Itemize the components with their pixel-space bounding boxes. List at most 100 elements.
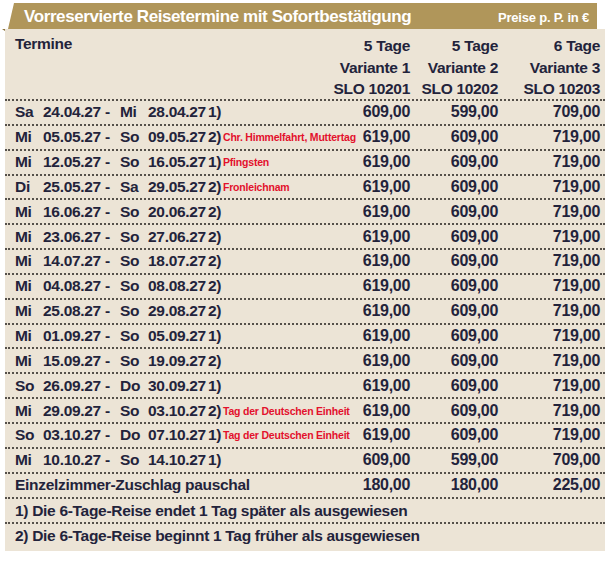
range-separator: - [105, 302, 120, 320]
weekday-end: So [120, 402, 148, 420]
rows-container: Sa 24.04.27 - Mi 28.04.27 1) 609,00 599,… [5, 99, 605, 472]
footnote-2: 2) Die 6-Tage-Reise beginnt 1 Tag früher… [5, 522, 605, 547]
price-variant-2: 599,00 [410, 451, 498, 469]
weekday-start: Sa [15, 103, 43, 121]
table-row: Mi 25.08.27 - So 29.08.27 2) 619,00 609,… [5, 298, 605, 323]
termine-cell: Sa 24.04.27 - Mi 28.04.27 1) [5, 103, 320, 121]
price-variant-1: 619,00 [320, 252, 410, 270]
column-header-termine: Termine [5, 35, 320, 53]
weekday-start: Mi [15, 252, 43, 270]
column-header-variant-3: 6 Tage Variante 3 SLO 10203 [498, 35, 600, 100]
date-end: 05.09.27 [148, 327, 208, 345]
date-start: 16.06.27 [43, 203, 105, 221]
table-row: Mi 14.07.27 - So 18.07.27 2) 619,00 609,… [5, 248, 605, 273]
weekday-start: Di [15, 178, 43, 196]
footnote-marker: 2) [208, 203, 320, 221]
weekday-end: So [120, 352, 148, 370]
weekday-start: Mi [15, 153, 43, 171]
date-start: 25.08.27 [43, 302, 105, 320]
weekday-start: Mi [15, 203, 43, 221]
date-end: 30.09.27 [148, 377, 208, 395]
holiday-note: Fronleichnam [223, 181, 289, 193]
date-start: 05.05.27 [43, 128, 105, 146]
weekday-start: Mi [15, 402, 43, 420]
weekday-end: So [120, 203, 148, 221]
date-end: 03.10.27 [148, 402, 208, 420]
surcharge-price-variant-1: 180,00 [320, 476, 410, 494]
surcharge-price-variant-2: 180,00 [410, 476, 498, 494]
price-variant-3: 719,00 [498, 277, 600, 295]
weekday-end: So [120, 128, 148, 146]
price-variant-1: 619,00 [320, 327, 410, 345]
date-start: 14.07.27 [43, 252, 105, 270]
price-variant-3: 709,00 [498, 451, 600, 469]
price-variant-2: 609,00 [410, 277, 498, 295]
price-variant-1: 619,00 [320, 277, 410, 295]
date-start: 12.05.27 [43, 153, 105, 171]
termine-cell: Mi 16.06.27 - So 20.06.27 2) [5, 203, 320, 221]
date-end: 27.06.27 [148, 228, 208, 246]
range-separator: - [105, 153, 120, 171]
range-separator: - [105, 377, 120, 395]
price-variant-1: 609,00 [320, 451, 410, 469]
date-end: 09.05.27 [148, 128, 208, 146]
termine-cell: Mi 29.09.27 - So 03.10.27 2) Tag der Deu… [5, 402, 320, 420]
price-variant-3: 719,00 [498, 178, 600, 196]
column-header-variant-1: 5 Tage Variante 1 SLO 10201 [320, 35, 410, 100]
footnote-marker: 1) [208, 451, 320, 469]
table-row: Mi 12.05.27 - So 16.05.27 1) Pfingsten 6… [5, 149, 605, 174]
date-end: 08.08.27 [148, 277, 208, 295]
variant-name: Variante 3 [498, 57, 600, 79]
holiday-note: Tag der Deutschen Einheit [223, 429, 350, 441]
weekday-end: So [120, 277, 148, 295]
date-end: 20.06.27 [148, 203, 208, 221]
range-separator: - [105, 402, 120, 420]
price-variant-2: 609,00 [410, 128, 498, 146]
termine-cell: Mi 05.05.27 - So 09.05.27 2) Chr. Himmel… [5, 128, 320, 146]
weekday-end: Sa [120, 178, 148, 196]
price-variant-1: 619,00 [320, 228, 410, 246]
price-variant-3: 719,00 [498, 302, 600, 320]
range-separator: - [105, 451, 120, 469]
date-start: 01.09.27 [43, 327, 105, 345]
date-start: 24.04.27 [43, 103, 105, 121]
weekday-end: Do [120, 377, 148, 395]
price-variant-1: 619,00 [320, 178, 410, 196]
table-row: Mi 10.10.27 - So 14.10.27 1) 609,00 599,… [5, 447, 605, 472]
date-start: 03.10.27 [43, 426, 105, 444]
range-separator: - [105, 277, 120, 295]
price-variant-1: 609,00 [320, 103, 410, 121]
range-separator: - [105, 327, 120, 345]
termine-cell: Mi 25.08.27 - So 29.08.27 2) [5, 302, 320, 320]
table-row: Di 25.05.27 - Sa 29.05.27 2) Fronleichna… [5, 174, 605, 199]
footnote-marker: 2) [208, 277, 320, 295]
price-variant-2: 609,00 [410, 352, 498, 370]
date-end: 14.10.27 [148, 451, 208, 469]
price-variant-3: 719,00 [498, 228, 600, 246]
footnote-marker: 2) [208, 352, 320, 370]
price-variant-2: 609,00 [410, 327, 498, 345]
termine-cell: Mi 10.10.27 - So 14.10.27 1) [5, 451, 320, 469]
variant-name: Variante 2 [410, 57, 498, 79]
date-start: 26.09.27 [43, 377, 105, 395]
table-row: So 26.09.27 - Do 30.09.27 1) 619,00 609,… [5, 372, 605, 397]
price-variant-2: 609,00 [410, 426, 498, 444]
weekday-start: Mi [15, 277, 43, 295]
price-variant-3: 719,00 [498, 352, 600, 370]
price-variant-2: 609,00 [410, 153, 498, 171]
price-variant-3: 719,00 [498, 377, 600, 395]
price-variant-2: 609,00 [410, 302, 498, 320]
variant-duration: 5 Tage [410, 35, 498, 57]
range-separator: - [105, 203, 120, 221]
termine-cell: Mi 14.07.27 - So 18.07.27 2) [5, 252, 320, 270]
weekday-start: Mi [15, 327, 43, 345]
table-row: Mi 15.09.27 - So 19.09.27 2) 619,00 609,… [5, 347, 605, 372]
price-variant-3: 719,00 [498, 128, 600, 146]
date-end: 29.08.27 [148, 302, 208, 320]
weekday-end: Mi [120, 103, 148, 121]
variant-code: SLO 10201 [320, 78, 410, 100]
weekday-end: So [120, 252, 148, 270]
price-variant-2: 609,00 [410, 252, 498, 270]
range-separator: - [105, 178, 120, 196]
weekday-end: So [120, 228, 148, 246]
